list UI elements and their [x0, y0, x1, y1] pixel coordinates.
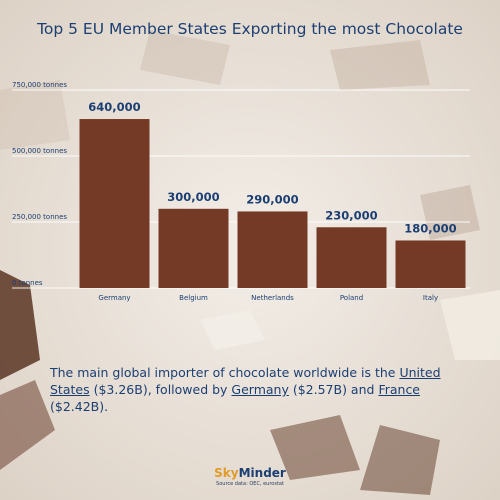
chart-title: Top 5 EU Member States Exporting the mos…	[37, 20, 463, 38]
caption-text-4: ($2.42B).	[50, 399, 109, 414]
y-tick-label: 500,000 tonnes	[12, 147, 67, 155]
importer-caption: The main global importer of chocolate wo…	[50, 364, 450, 415]
caption-text-2: ($3.26B), followed by	[89, 382, 232, 397]
x-tick-label: Poland	[340, 294, 363, 302]
bar-netherlands	[237, 211, 308, 288]
bar-italy	[395, 240, 466, 288]
x-tick-label: Belgium	[179, 294, 208, 302]
caption-text-1: The main global importer of chocolate wo…	[50, 365, 400, 380]
germany-link[interactable]: Germany	[231, 382, 289, 397]
brand-name: SkyMinder	[200, 466, 300, 480]
x-tick-label: Germany	[98, 294, 130, 302]
x-tick-label: Italy	[423, 294, 438, 302]
france-link[interactable]: France	[378, 382, 421, 397]
bar-poland	[316, 227, 387, 288]
bar-chart: 0 tonnes 250,000 tonnes 500,000 tonnes 750,…	[12, 81, 470, 302]
bar-germany	[79, 119, 150, 288]
data-label: 640,000	[88, 100, 140, 114]
brand-name-prefix: Sky	[214, 466, 239, 480]
y-tick-label: 750,000 tonnes	[12, 81, 67, 89]
united-states-link[interactable]: United States	[50, 365, 441, 397]
data-label: 290,000	[246, 192, 298, 206]
brand-name-suffix: Minder	[238, 466, 286, 480]
skyminder-logo: SkyMinder Source data: OEC, eurostat	[200, 466, 300, 487]
data-label: 300,000	[167, 190, 219, 204]
data-label: 230,000	[325, 208, 377, 222]
y-tick-label: 250,000 tonnes	[12, 213, 67, 221]
data-label: 180,000	[404, 221, 456, 235]
source-note: Source data: OEC, eurostat	[216, 481, 284, 487]
caption-text-3: ($2.57B) and	[288, 382, 379, 397]
x-tick-label: Netherlands	[251, 294, 294, 302]
bar-belgium	[158, 208, 229, 288]
y-tick-label: 0 tonnes	[12, 279, 43, 287]
